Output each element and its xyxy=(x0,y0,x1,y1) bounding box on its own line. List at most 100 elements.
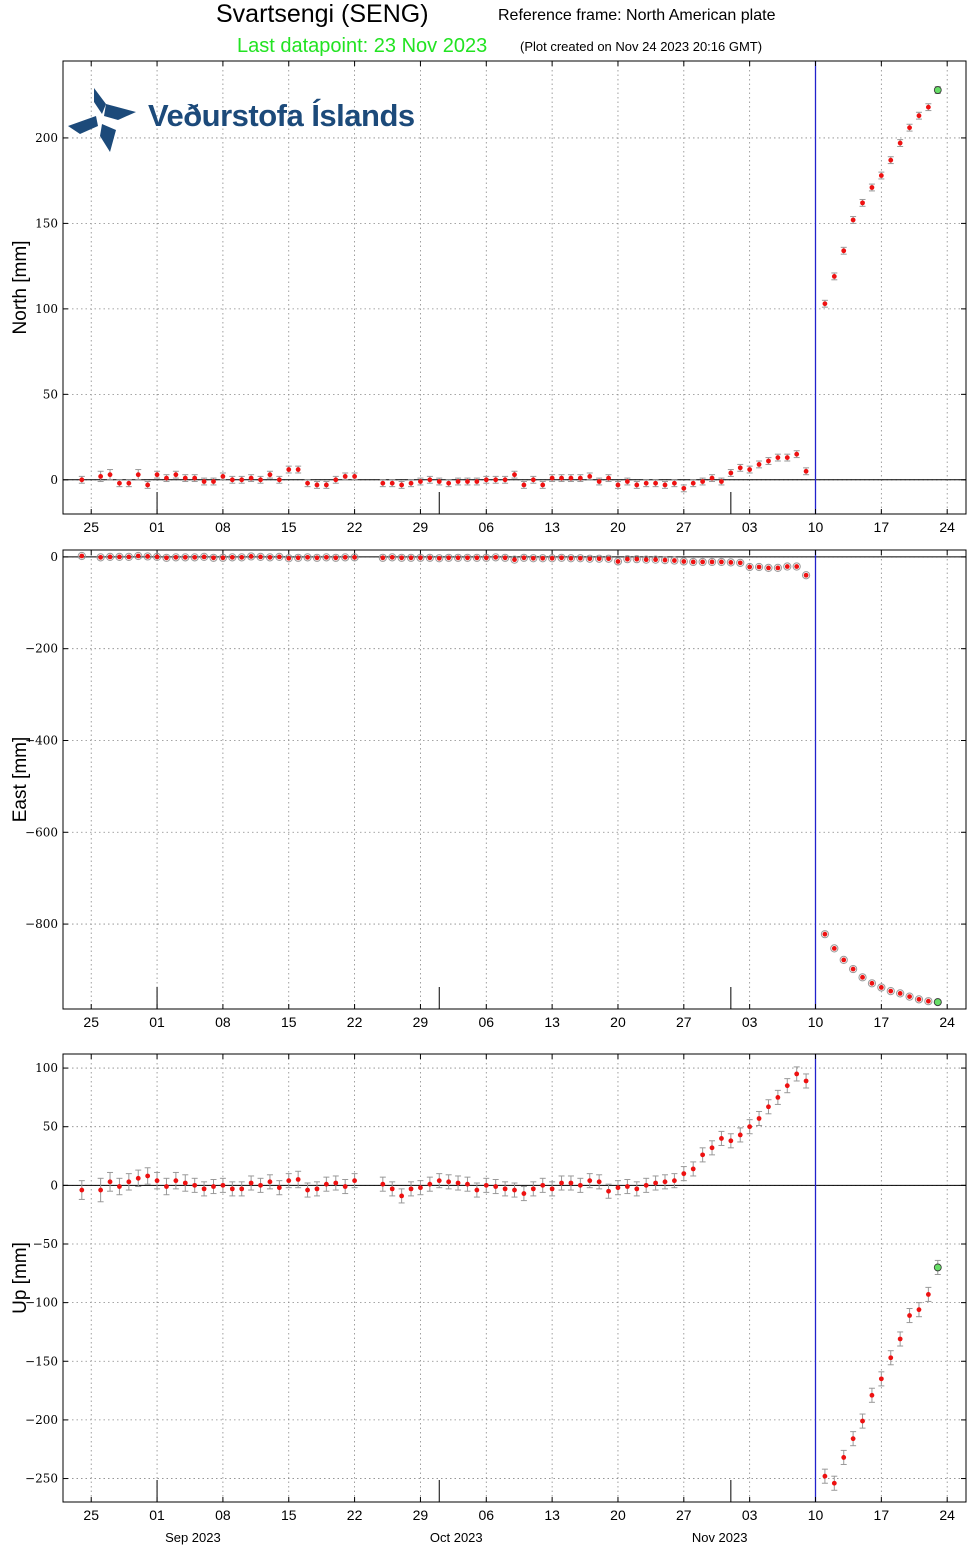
data-point xyxy=(793,1066,800,1082)
data-point xyxy=(172,1171,179,1190)
data-point xyxy=(897,1331,904,1347)
data-point xyxy=(746,465,753,474)
data-point xyxy=(218,553,228,562)
data-point xyxy=(566,554,576,563)
data-point xyxy=(78,475,85,484)
data-point xyxy=(209,553,218,562)
data-point xyxy=(754,562,764,572)
data-point xyxy=(905,992,914,1001)
data-point xyxy=(510,555,519,564)
data-point xyxy=(445,479,452,488)
data-point xyxy=(266,470,273,479)
data-point xyxy=(886,986,895,996)
data-point xyxy=(887,1350,894,1366)
data-point xyxy=(229,1181,236,1197)
data-point xyxy=(406,553,416,562)
y-axis-label: East [mm] xyxy=(10,737,31,823)
data-point xyxy=(163,474,170,483)
month-label: Oct 2023 xyxy=(430,1530,483,1545)
data-point xyxy=(483,1177,490,1193)
data-point xyxy=(256,552,265,561)
data-point xyxy=(906,1307,913,1324)
data-point xyxy=(116,479,123,488)
data-point xyxy=(698,557,707,567)
data-point xyxy=(887,156,894,165)
data-point xyxy=(605,1183,612,1199)
x-tick-label: 29 xyxy=(413,519,429,535)
data-point xyxy=(756,460,763,469)
data-point xyxy=(455,477,462,486)
data-point xyxy=(332,1175,339,1191)
data-point xyxy=(191,474,198,483)
data-point xyxy=(737,463,744,472)
y-tick-label: 0 xyxy=(50,550,58,564)
data-point xyxy=(511,1182,518,1198)
data-point xyxy=(78,1180,85,1200)
y-axis-label: Up [mm] xyxy=(10,1242,31,1314)
data-point xyxy=(699,477,706,486)
data-point xyxy=(105,552,115,561)
data-point xyxy=(538,554,547,563)
data-point xyxy=(633,481,640,489)
data-point xyxy=(210,1178,217,1195)
data-point xyxy=(425,553,434,562)
data-point xyxy=(613,557,623,566)
data-point xyxy=(820,930,830,939)
data-point xyxy=(690,479,697,488)
data-point xyxy=(389,1181,396,1197)
vedurstofa-star-icon xyxy=(68,88,136,152)
data-point xyxy=(416,553,425,562)
data-point xyxy=(331,553,340,562)
y-tick-label: 50 xyxy=(43,1120,58,1134)
data-point xyxy=(436,1173,443,1189)
data-point xyxy=(491,553,500,562)
data-point xyxy=(859,198,866,207)
data-point xyxy=(784,1078,791,1094)
up-panel: 25 01 08 15 22 29 06 13 20 27 03 10 17 24 100 50 0 −50 −10… xyxy=(10,1053,967,1545)
data-point xyxy=(595,554,604,563)
data-point xyxy=(464,1176,471,1192)
data-point xyxy=(435,554,444,563)
y-tick-label: 100 xyxy=(35,302,58,316)
data-point xyxy=(276,475,283,484)
data-point xyxy=(840,1449,847,1465)
y-tick-label: 0 xyxy=(50,473,58,487)
data-point xyxy=(162,553,171,562)
data-point xyxy=(896,989,905,998)
data-point xyxy=(821,1468,828,1484)
data-point xyxy=(350,553,359,562)
plot-created-label: (Plot created on Nov 24 2023 20:16 GMT) xyxy=(520,39,763,54)
y-tick-label: −400 xyxy=(25,733,58,747)
data-point xyxy=(219,1177,226,1193)
y-tick-label: −150 xyxy=(25,1354,58,1368)
data-point xyxy=(690,1161,697,1177)
y-tick-label: −50 xyxy=(33,1237,58,1251)
data-point xyxy=(144,481,151,489)
data-point xyxy=(914,995,924,1004)
data-point xyxy=(257,475,264,484)
data-point xyxy=(604,554,613,563)
data-point xyxy=(210,477,217,486)
x-tick-label: 20 xyxy=(610,519,626,535)
data-point xyxy=(182,1174,189,1192)
x-tick-label: 20 xyxy=(610,1507,626,1523)
x-tick-label: 25 xyxy=(83,1507,99,1523)
data-point xyxy=(651,555,660,564)
data-point xyxy=(294,553,303,562)
x-tick-label: 10 xyxy=(808,1014,824,1030)
data-point xyxy=(312,553,322,562)
y-tick-label: 100 xyxy=(35,1061,58,1075)
data-point xyxy=(502,475,509,484)
x-tick-label: 01 xyxy=(149,519,165,535)
x-tick-label: 27 xyxy=(676,1507,692,1523)
data-point xyxy=(689,557,698,567)
data-point xyxy=(285,1173,292,1189)
x-tick-label: 24 xyxy=(939,1014,955,1030)
month-label: Sep 2023 xyxy=(165,1530,221,1545)
data-point xyxy=(502,1181,509,1197)
data-point xyxy=(765,457,772,465)
data-point xyxy=(925,103,932,112)
data-point xyxy=(96,553,105,562)
data-point xyxy=(351,472,358,481)
